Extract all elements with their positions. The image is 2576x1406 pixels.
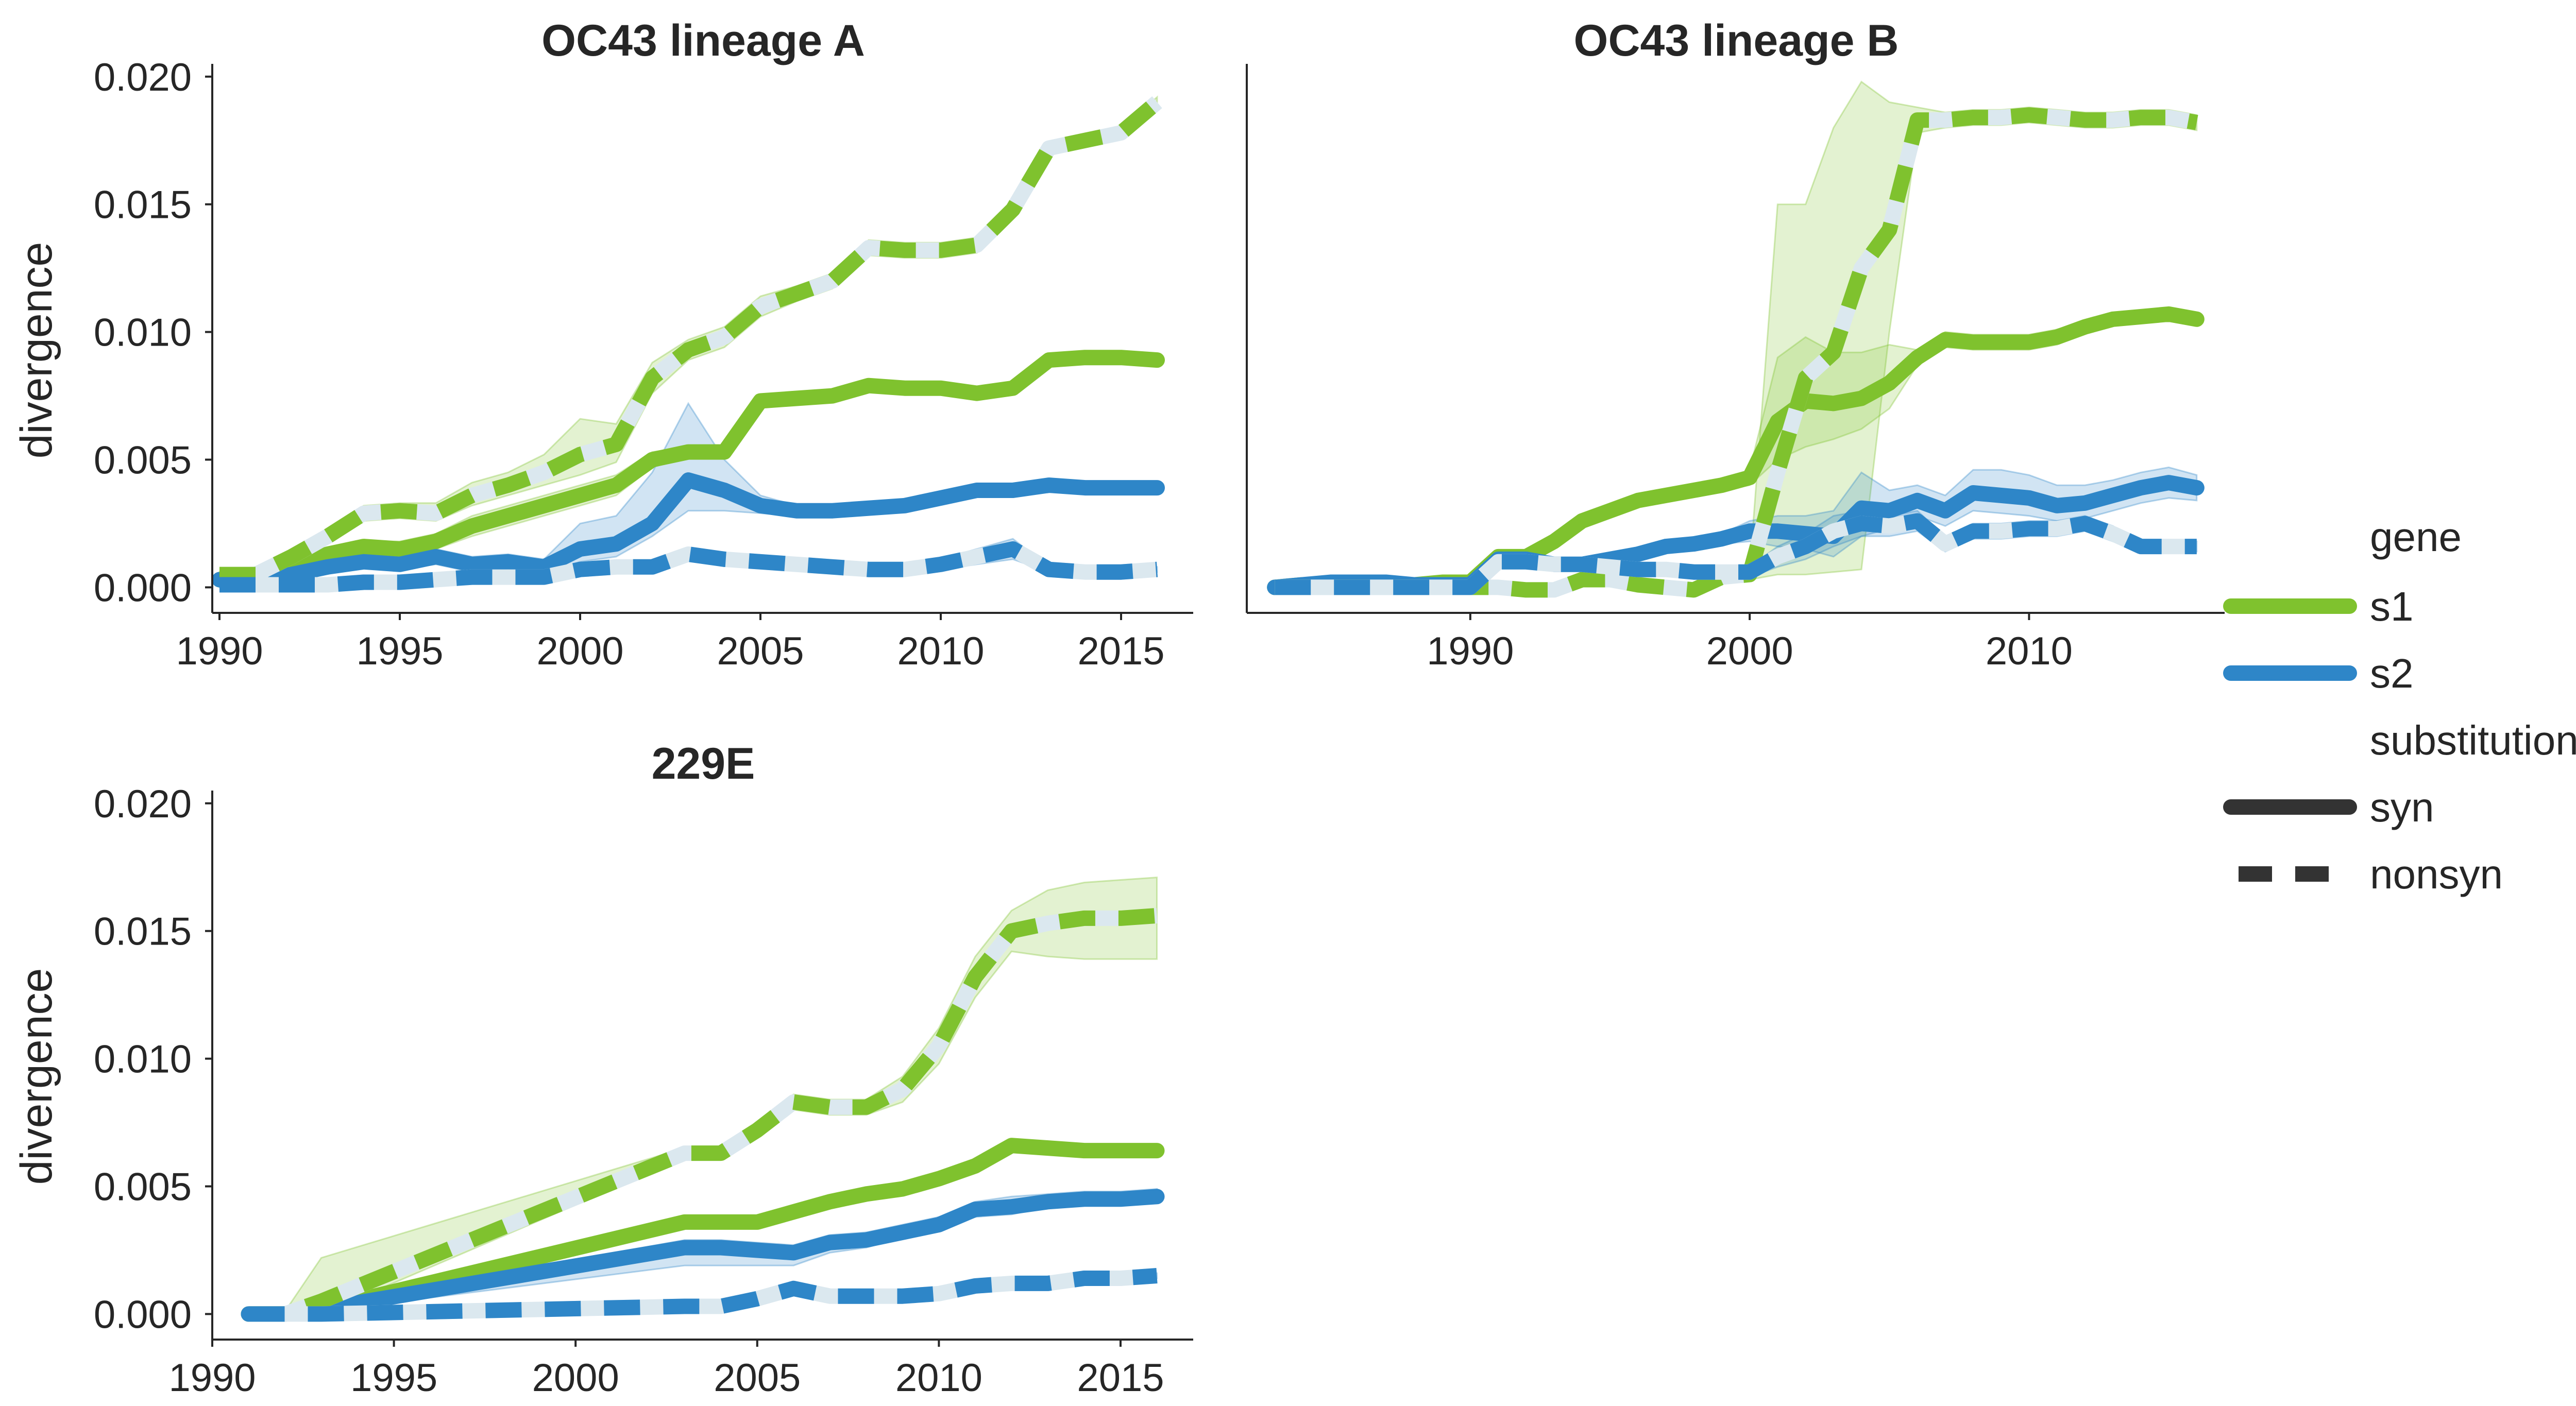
line-s2-nonsyn bbox=[219, 541, 1158, 593]
line-s2-syn bbox=[212, 472, 1165, 588]
line-s2-nonsyn bbox=[1275, 513, 2197, 595]
y-tick-label: 0.010 bbox=[94, 311, 192, 355]
x-tick-label: 2015 bbox=[1077, 1356, 1164, 1400]
x-tick-label: 1995 bbox=[356, 629, 443, 673]
x-tick-label: 2000 bbox=[532, 1356, 619, 1400]
y-tick-label: 0.020 bbox=[94, 782, 192, 826]
line-s1-syn bbox=[1267, 306, 2205, 595]
panel-title: 229E bbox=[652, 739, 755, 788]
panel-oc43-lineage-b: OC43 lineage B 1990 2000 2010 bbox=[1246, 16, 2225, 673]
panel-oc43-lineage-a: OC43 lineage A divergence 1990 1995 2000 20… bbox=[12, 16, 1193, 673]
legend: gene s1 s2 substitution syn nonsyn bbox=[2223, 514, 2576, 897]
legend-title-substitution: substitution bbox=[2370, 717, 2576, 763]
series-lines bbox=[241, 907, 1165, 1322]
x-tick-label: 2010 bbox=[897, 629, 984, 673]
y-tick-label: 0.015 bbox=[94, 183, 192, 227]
line-s2-nonsyn bbox=[248, 1268, 1158, 1322]
panel-title: OC43 lineage A bbox=[541, 16, 865, 65]
legend-label-s1: s1 bbox=[2370, 584, 2414, 629]
series-lines bbox=[212, 96, 1165, 593]
line-s1-nonsyn bbox=[219, 96, 1162, 582]
y-tick-label: 0.010 bbox=[94, 1038, 192, 1082]
x-tick-label: 2010 bbox=[895, 1356, 982, 1400]
legend-label-nonsyn: nonsyn bbox=[2370, 851, 2503, 897]
x-tick-label: 2005 bbox=[717, 629, 804, 673]
x-tick-label: 2010 bbox=[1986, 629, 2073, 673]
x-tick-label: 2005 bbox=[714, 1356, 801, 1400]
x-tick-label: 1990 bbox=[1427, 629, 1514, 673]
y-tick-label: 0.020 bbox=[94, 56, 192, 99]
y-tick-label: 0.000 bbox=[94, 1293, 192, 1336]
line-s2-syn bbox=[241, 1189, 1165, 1322]
x-tick-label: 2000 bbox=[1706, 629, 1793, 673]
y-tick-label: 0.000 bbox=[94, 566, 192, 610]
x-tick-label: 2015 bbox=[1077, 629, 1164, 673]
y-tick-label: 0.015 bbox=[94, 910, 192, 954]
panel-229e: 229E divergence 1990 1995 2000 2005 2010 2015… bbox=[12, 739, 1193, 1400]
legend-title-gene: gene bbox=[2370, 514, 2462, 560]
y-axis-label: divergence bbox=[12, 968, 61, 1185]
x-tick-label: 1995 bbox=[350, 1356, 437, 1400]
series-lines bbox=[1267, 107, 2205, 598]
legend-label-syn: syn bbox=[2370, 784, 2434, 830]
band-s1-syn bbox=[1274, 308, 2198, 588]
axes: 1990 2000 2010 bbox=[1246, 64, 2225, 673]
axes: 1990 1995 2000 2005 2010 2015 0.000 0.005 0.010 0… bbox=[94, 56, 1193, 673]
y-axis-label: divergence bbox=[12, 242, 61, 459]
line-s1-syn bbox=[241, 1138, 1165, 1322]
panel-title: OC43 lineage B bbox=[1574, 16, 1899, 65]
x-tick-label: 2000 bbox=[536, 629, 623, 673]
axes: 1990 1995 2000 2005 2010 2015 0.000 0.005 0.010 0… bbox=[94, 782, 1193, 1400]
legend-label-s2: s2 bbox=[2370, 650, 2414, 696]
x-tick-label: 1990 bbox=[168, 1356, 256, 1400]
x-tick-label: 1990 bbox=[176, 629, 263, 673]
y-tick-label: 0.005 bbox=[94, 439, 192, 483]
y-tick-label: 0.005 bbox=[94, 1165, 192, 1209]
line-s1-nonsyn bbox=[248, 907, 1158, 1322]
line-s1-syn bbox=[212, 350, 1165, 588]
